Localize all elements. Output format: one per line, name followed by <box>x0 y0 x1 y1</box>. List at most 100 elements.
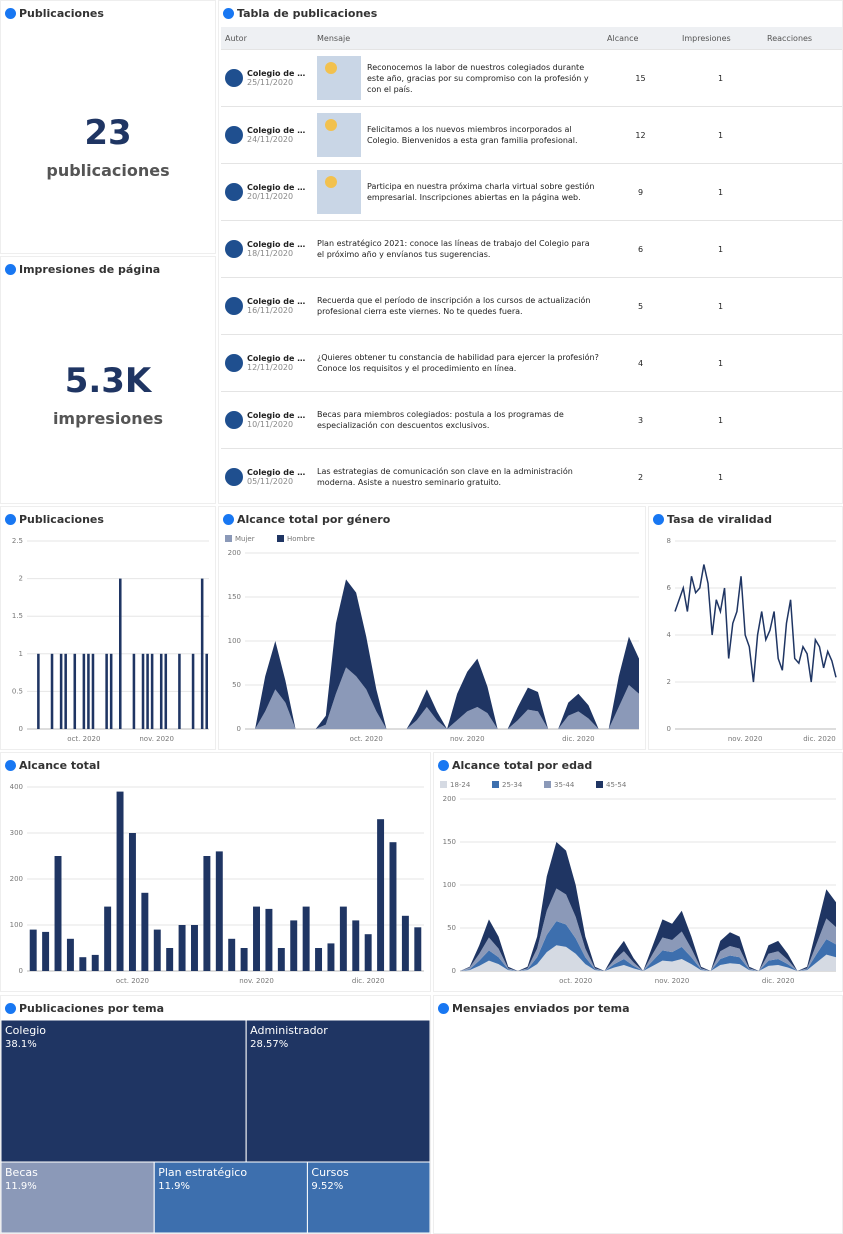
kpi-panel: Impresiones de página 5.3K impresiones <box>0 256 216 504</box>
message-text: Plan estratégico 2021: conoce las líneas… <box>317 239 590 259</box>
bar <box>228 938 236 971</box>
bar <box>141 653 145 729</box>
impressions-cell: 1 <box>678 49 763 107</box>
author-cell: Colegio de Administradores05/11/2020 <box>221 448 313 503</box>
bar <box>302 906 310 971</box>
chart: 0 2 4 6 8 nov. 2020 dic. 2020 <box>667 537 837 743</box>
bar <box>352 920 360 971</box>
post-date: 18/11/2020 <box>247 249 294 258</box>
y-tick-label: 0 <box>19 725 23 733</box>
bar <box>164 653 168 729</box>
facebook-icon <box>5 514 16 525</box>
x-tick-label: nov. 2020 <box>239 977 274 985</box>
message-text: Becas para miembros colegiados: postula … <box>317 410 564 430</box>
y-tick-label: 50 <box>447 924 456 932</box>
x-tick-label: nov. 2020 <box>139 735 174 743</box>
bar <box>153 929 161 971</box>
x-tick-label: oct. 2020 <box>559 977 592 985</box>
cell-label: Colegio <box>5 1024 46 1037</box>
author: Colegio de Administradores25/11/2020 <box>225 69 309 87</box>
bar <box>215 851 223 971</box>
bar <box>200 578 204 729</box>
column-header: Reacciones <box>763 27 842 50</box>
y-tick-label: 2.5 <box>12 537 23 545</box>
bar <box>364 934 372 971</box>
message-cell: Becas para miembros colegiados: postula … <box>313 391 603 449</box>
bar <box>87 653 90 729</box>
reach-cell: 12 <box>603 106 678 164</box>
author-name: Colegio de Administradores <box>247 354 307 363</box>
bar <box>29 929 37 971</box>
y-tick-label: 100 <box>228 637 241 645</box>
facebook-icon <box>5 1003 16 1014</box>
bar <box>166 948 174 971</box>
author-info: Colegio de Administradores10/11/2020 <box>247 411 307 429</box>
thumbnail <box>317 56 361 100</box>
message: Las estrategias de comunicación son clav… <box>317 466 599 488</box>
bar <box>150 653 154 729</box>
author: Colegio de Administradores20/11/2020 <box>225 183 309 201</box>
facebook-icon <box>223 8 234 19</box>
cell-value: 9.52% <box>311 1181 343 1192</box>
bar <box>265 908 273 971</box>
message-cell: ¿Quieres obtener tu constancia de habili… <box>313 334 603 392</box>
reactions-cell <box>763 106 842 164</box>
y-tick-label: 200 <box>10 875 23 883</box>
legend-label: 25-34 <box>502 781 523 789</box>
y-tick-label: 50 <box>232 681 241 689</box>
cell-value: 11.9% <box>5 1181 37 1192</box>
message-cell: Plan estratégico 2021: conoce las líneas… <box>313 220 603 278</box>
chart: 0 0.5 1 1.5 2 2.5 oct. 2020 nov. 2020 <box>12 537 209 743</box>
reactions-cell <box>763 391 842 449</box>
column-header: Autor <box>221 27 313 50</box>
message-text: Participa en nuestra próxima charla virt… <box>367 182 595 202</box>
reactions-cell <box>763 49 842 107</box>
impressions-cell: 1 <box>678 391 763 449</box>
table-row: Colegio de Administradores05/11/2020 Las … <box>221 448 842 503</box>
message: Participa en nuestra próxima charla virt… <box>317 170 599 214</box>
reactions-cell <box>763 220 842 278</box>
panel-title: Publicaciones <box>19 7 104 20</box>
bar <box>132 653 136 729</box>
message-cell: Recuerda que el período de inscripción a… <box>313 277 603 335</box>
chart-panel: Tasa de viralidad 0 2 4 6 8 nov. 2020 dic. 2020 <box>648 506 843 750</box>
avatar <box>225 183 243 201</box>
y-tick-label: 150 <box>228 593 241 601</box>
author-info: Colegio de Administradores24/11/2020 <box>247 126 307 144</box>
treemap-cell <box>1 1020 247 1163</box>
legend-swatch <box>596 781 603 788</box>
avatar <box>225 240 243 258</box>
cell-value: 38.1% <box>5 1039 37 1050</box>
message: Becas para miembros colegiados: postula … <box>317 409 599 431</box>
author-cell: Colegio de Administradores12/11/2020 <box>221 334 313 392</box>
bar <box>66 938 74 971</box>
y-tick-label: 8 <box>667 537 671 545</box>
avatar <box>225 69 243 87</box>
author-info: Colegio de Administradores16/11/2020 <box>247 297 307 315</box>
legend-swatch <box>492 781 499 788</box>
posts-table: Autor Mensaje Alcance Impresiones Reacciones… <box>221 27 842 503</box>
bar <box>377 819 385 971</box>
column-header: Alcance <box>603 27 678 50</box>
table-row: Colegio de Administradores12/11/2020 ¿Qui… <box>221 334 842 392</box>
x-tick-label: nov. 2020 <box>728 735 763 743</box>
facebook-icon <box>223 514 234 525</box>
y-tick-label: 0 <box>667 725 671 733</box>
thumbnail <box>317 170 361 214</box>
author: Colegio de Administradores12/11/2020 <box>225 354 309 372</box>
cell-label: Cursos <box>311 1166 349 1179</box>
chart-panel: Alcance total por edad 0 50 100 150 200 oct. 2… <box>433 752 843 992</box>
bar <box>79 957 87 971</box>
bar <box>128 833 136 971</box>
author: Colegio de Administradores24/11/2020 <box>225 126 309 144</box>
bar <box>119 578 122 729</box>
area <box>460 921 836 971</box>
author-name: Colegio de Administradores <box>247 69 307 78</box>
chart: Colegio 38.1% Administrador 28.57% Becas 11.9… <box>1 1020 430 1233</box>
y-tick-label: 2 <box>667 678 671 686</box>
legend-swatch <box>225 535 232 542</box>
author-info: Colegio de Administradores25/11/2020 <box>247 69 307 87</box>
bar <box>401 915 409 971</box>
table-row: Colegio de Administradores16/11/2020 Recu… <box>221 277 842 335</box>
x-tick-label: oct. 2020 <box>116 977 149 985</box>
